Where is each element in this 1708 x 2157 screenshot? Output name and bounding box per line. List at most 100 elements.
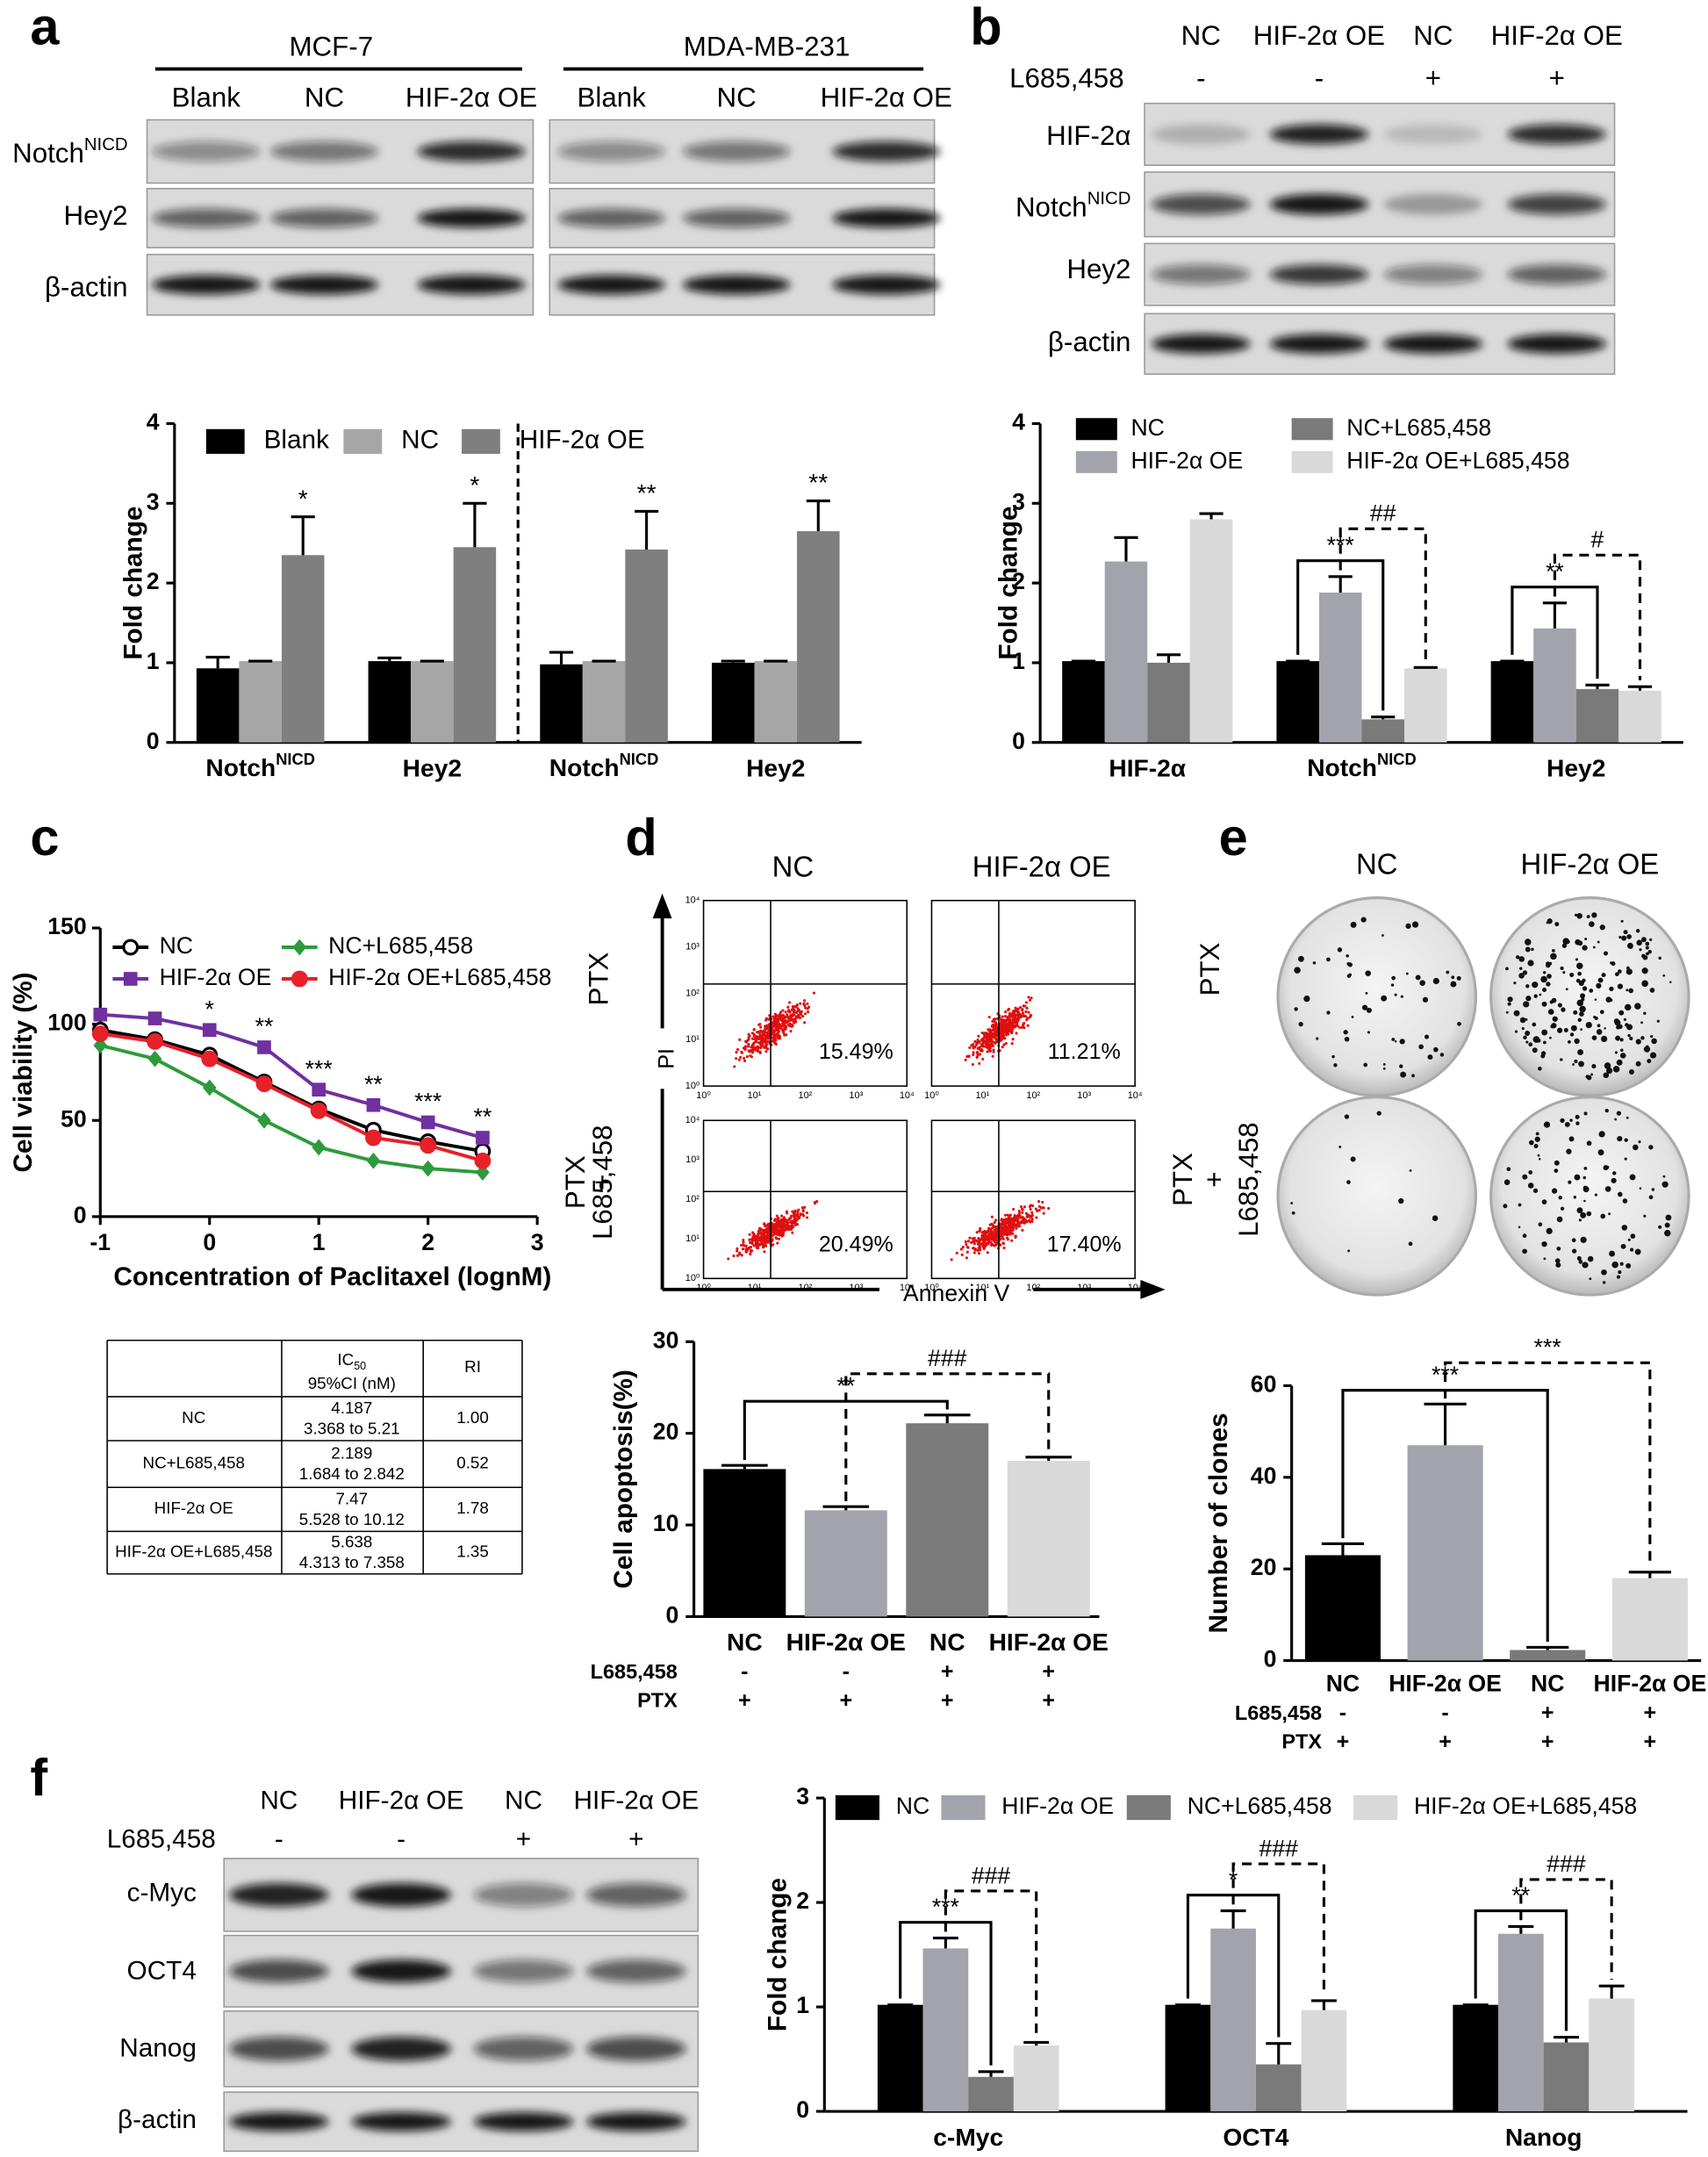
colony [1664,1229,1671,1237]
label-sup: NICD [620,750,659,768]
condition-sign: + [1541,1700,1554,1725]
flow-event [1042,1212,1045,1215]
flow-event [764,1039,767,1042]
flow-event [1020,1025,1023,1029]
colony [1542,1040,1547,1045]
flow-event [1021,1208,1024,1212]
flow-event [773,1033,777,1037]
blot-band [152,141,261,162]
flow-event [771,1228,775,1232]
colony [1633,1144,1639,1151]
flow-event [1021,1228,1024,1232]
legend-swatch [205,428,245,454]
flow-event [727,1257,730,1261]
significance-label: *** [414,1089,441,1115]
flow-event [789,1216,793,1219]
flow-event [978,1246,981,1249]
colony [1346,954,1349,958]
flow-event [992,1048,995,1052]
flow-event [1004,1010,1008,1014]
colony [1525,1040,1529,1044]
flow-event [986,1045,989,1048]
marker [420,1160,435,1177]
flow-event [779,1010,783,1014]
colony [1409,1168,1412,1172]
flow-event [1008,1023,1013,1026]
flow-event [994,1233,997,1237]
flow-event [986,1238,989,1241]
flow-event [787,1218,791,1221]
flow-event [972,1042,975,1046]
lane-label: HIF-2α OE [339,1787,464,1815]
flow-event [1012,1218,1016,1221]
colony [1542,971,1547,974]
table-header: RI [464,1357,481,1376]
colony [1618,1010,1625,1016]
significance-bracket [1553,553,1642,680]
error-bar [1627,685,1653,691]
significance-label: ** [808,468,828,496]
flow-event [781,1218,785,1221]
colony [1639,948,1642,952]
bar [797,531,840,743]
flow-event [973,1039,977,1043]
blot-band [1152,194,1251,215]
blot-band [832,208,941,228]
flow-event [799,1012,802,1016]
flow-event [743,1059,747,1063]
flow-event [782,1029,786,1032]
header-text: IC [337,1350,354,1369]
colony [1450,981,1457,988]
flow-event [771,1224,775,1227]
sign: + [1425,62,1441,93]
bar [1510,1650,1586,1661]
flow-event [1010,1021,1014,1025]
percentage: 15.49% [819,1039,893,1064]
flow-event [756,1049,759,1053]
flow-event [764,1025,767,1028]
colony [1360,917,1367,923]
flow-event [1001,1242,1006,1246]
flow-event [1025,1215,1029,1219]
colony [1591,1064,1597,1069]
x-tick-label: NC [727,1628,763,1656]
colony [1556,1246,1561,1251]
flow-event [1014,1009,1017,1012]
decade-label: 10⁰ [685,1081,700,1091]
decade-label: 10⁴ [900,1283,915,1293]
flow-event [743,1045,747,1048]
colony [1602,1281,1606,1284]
flow-event [985,1032,988,1035]
colony [1639,1187,1642,1190]
error-bar [1023,2040,1050,2046]
flow-event [1028,1219,1031,1223]
flow-event [1017,1025,1022,1029]
legend-swatch [1075,418,1117,441]
condition-label: PTX [637,1689,678,1712]
label: NC [1356,847,1397,880]
error-bar [978,2070,1004,2077]
bar [906,1423,989,1617]
marker [201,1050,219,1068]
flow-event [989,1039,993,1042]
x-tick-label: 2 [421,1229,434,1255]
decade-label: 10³ [849,1090,863,1101]
colony [1316,1037,1319,1040]
table-cell: HIF-2α OE [154,1499,233,1517]
flow-event [1008,1221,1012,1225]
flow-event [738,1038,742,1041]
significance-label: ** [474,1104,492,1130]
flow-event [749,1246,752,1249]
flow-event [995,1027,999,1031]
flow-event [1014,1234,1017,1238]
flow-event [989,1243,993,1247]
bar [453,547,497,743]
colony [1622,1198,1628,1204]
flow-event [1011,1026,1015,1030]
flow-event [989,1237,993,1240]
legend-swatch [1291,450,1333,473]
colony [1569,972,1575,977]
colony [1582,986,1588,991]
colony [1616,1275,1620,1279]
colony [1635,1061,1641,1067]
